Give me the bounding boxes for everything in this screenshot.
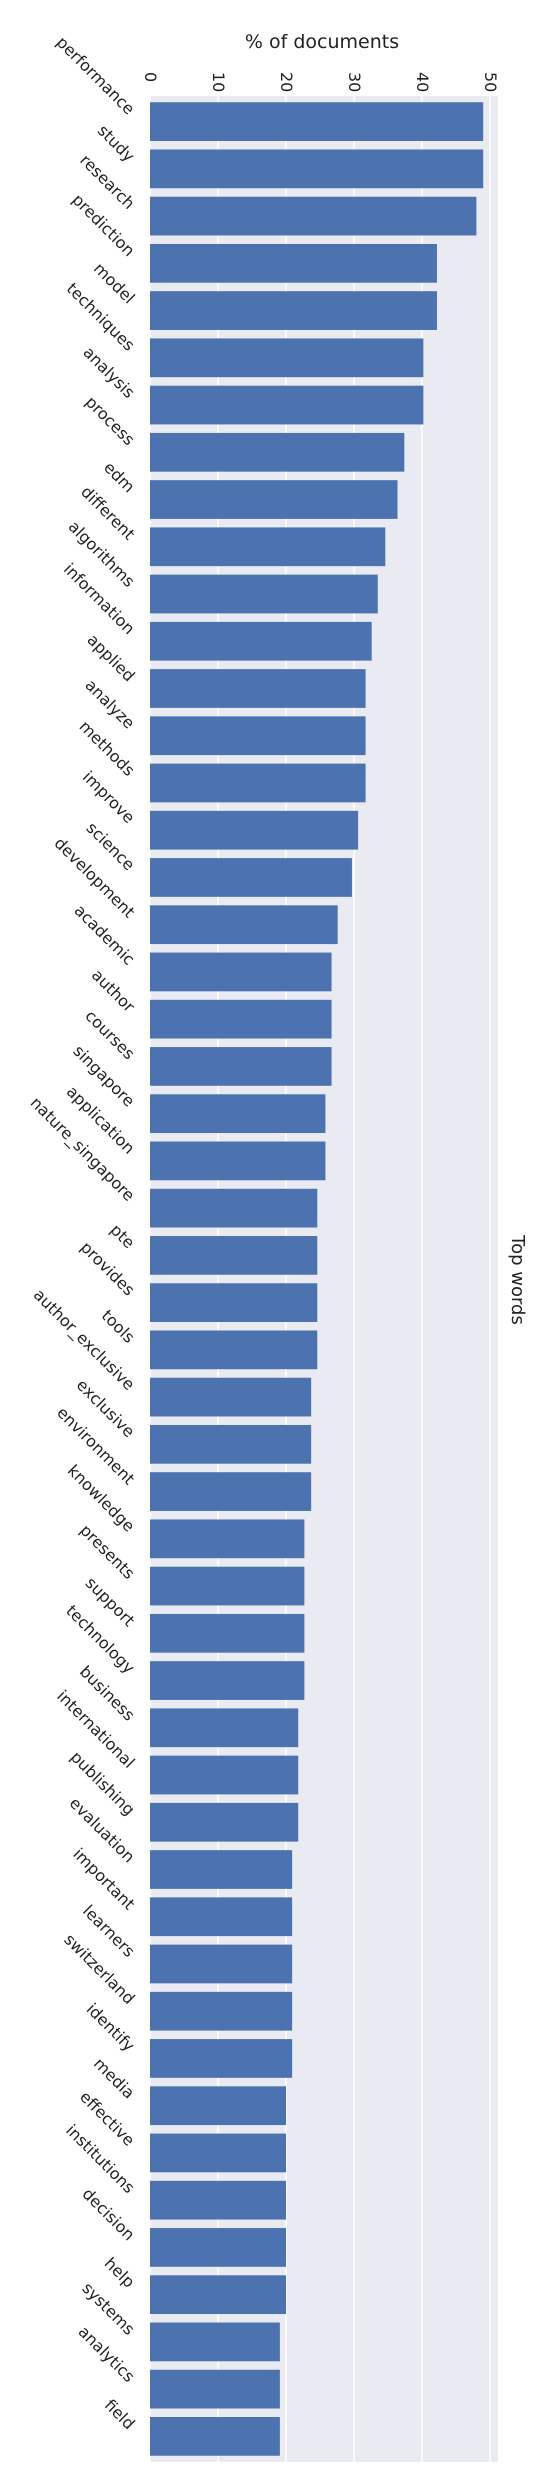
bar-publishing [150, 1802, 299, 1842]
x-tick-label: 0 [141, 72, 160, 82]
category-label: pte [107, 1220, 139, 1252]
category-labels: performancestudyresearchpredictionmodelt… [26, 33, 139, 2434]
bar-exclusive [150, 1424, 312, 1464]
bar-effective [150, 2133, 286, 2173]
category-label: analysis [79, 343, 138, 402]
bar-identify [150, 2039, 293, 2078]
bar-business [150, 1708, 299, 1748]
bar-nature_singapore [150, 1188, 318, 1228]
bar-learners [150, 1944, 293, 1984]
bar-academic [150, 952, 332, 992]
category-label: applied [83, 630, 138, 685]
bar-algorithms [150, 574, 378, 614]
bars [150, 102, 484, 2456]
bar-support [150, 1613, 305, 1653]
y-axis-label: Top words [507, 1234, 528, 1325]
category-label: performance [53, 33, 139, 119]
bar-study [150, 149, 484, 189]
category-label: field [101, 2395, 139, 2433]
bar-decision [150, 2228, 286, 2267]
category-label: tools [98, 1306, 139, 1347]
bar-presents [150, 1566, 305, 1606]
x-tick-label: 10 [209, 72, 228, 92]
bar-prediction [150, 243, 437, 283]
bar-analyze [150, 716, 366, 756]
bar-applied [150, 669, 366, 708]
bar-environment [150, 1472, 312, 1511]
bar-switzerland [150, 1991, 293, 2031]
category-label: help [101, 2254, 139, 2292]
bar-methods [150, 763, 366, 803]
bar-courses [150, 1047, 332, 1086]
category-label: decision [79, 2184, 139, 2244]
x-tick-labels: 0 10 20 30 40 50 [141, 72, 500, 92]
category-label: improve [79, 767, 139, 827]
bar-singapore [150, 1094, 326, 1134]
category-label: process [82, 392, 139, 449]
category-label: edm [100, 458, 139, 497]
category-label: identify [83, 1999, 139, 2055]
bar-field [150, 2417, 280, 2456]
bar-edm [150, 480, 398, 519]
bar-development [150, 905, 338, 945]
x-tick-label: 40 [413, 72, 432, 92]
bar-author_exclusive [150, 1377, 312, 1417]
bar-analysis [150, 385, 424, 425]
bar-evaluation [150, 1850, 293, 1889]
bar-model [150, 291, 437, 330]
bar-science [150, 858, 352, 897]
bar-systems [150, 2322, 280, 2362]
bar-performance [150, 102, 484, 141]
bar-application [150, 1141, 326, 1181]
chart-title: % of documents [245, 31, 399, 53]
bar-techniques [150, 338, 424, 378]
category-label: study [94, 121, 139, 166]
x-tick-label: 20 [277, 72, 296, 92]
x-tick-label: 30 [345, 72, 364, 92]
bar-different [150, 527, 386, 567]
bar-pte [150, 1236, 318, 1275]
bar-help [150, 2275, 286, 2315]
bar-provides [150, 1283, 318, 1322]
bar-knowledge [150, 1519, 305, 1559]
bar-institutions [150, 2180, 286, 2220]
bar-technology [150, 1661, 305, 1700]
bar-process [150, 432, 405, 472]
bar-important [150, 1897, 293, 1937]
bar-analytics [150, 2369, 280, 2409]
bar-improve [150, 810, 359, 850]
bar-tools [150, 1330, 318, 1370]
x-tick-label: 50 [481, 72, 500, 92]
bar-research [150, 196, 477, 236]
bar-media [150, 2086, 286, 2126]
bar-information [150, 621, 372, 661]
bar-author [150, 999, 332, 1039]
bar-international [150, 1755, 299, 1795]
